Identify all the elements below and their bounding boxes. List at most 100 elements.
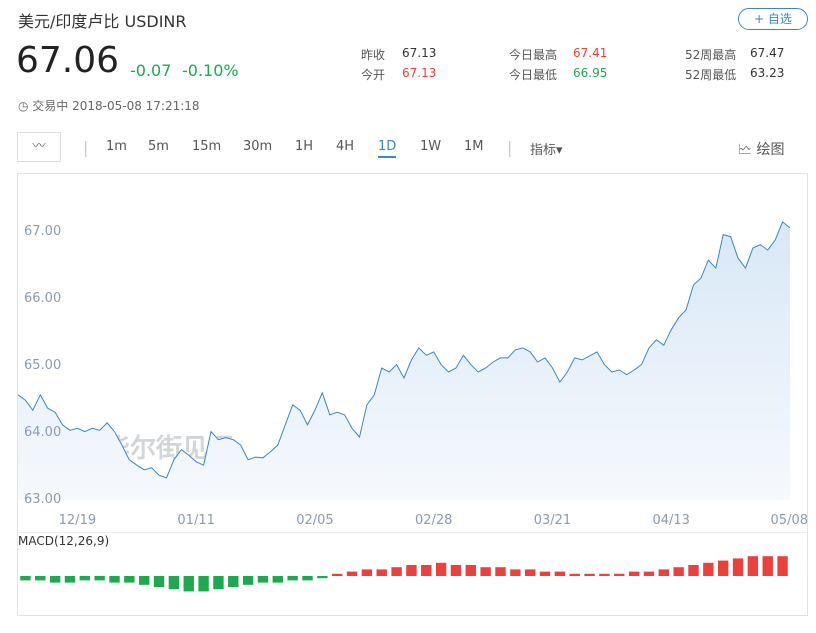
- watch-button[interactable]: + 自选: [738, 8, 808, 30]
- macd-bar: [703, 562, 714, 576]
- macd-bar: [732, 558, 744, 576]
- macd-bar: [435, 562, 447, 576]
- stat-value: 63.23: [750, 66, 785, 80]
- macd-bar: [20, 576, 31, 581]
- macd-bar: [109, 576, 120, 583]
- stat-label: 今开: [361, 68, 386, 82]
- title: 美元/印度卢比 USDINR: [18, 8, 187, 32]
- chart-frame: [17, 173, 808, 616]
- macd-bar: [124, 576, 135, 583]
- price: 67.06: [16, 40, 120, 81]
- macd-bar: [198, 576, 209, 592]
- period-button[interactable]: 1D: [378, 139, 397, 158]
- macd-bar: [153, 576, 165, 587]
- macd-bar: [628, 571, 640, 576]
- x-tick-label: 05/08: [771, 513, 808, 528]
- macd-bar: [539, 571, 551, 576]
- macd-bar: [465, 565, 477, 576]
- macd-bar: [495, 567, 506, 576]
- macd-bar: [213, 576, 224, 590]
- change: -0.07: [130, 61, 172, 80]
- pair-name: 美元/印度卢比: [18, 12, 120, 31]
- macd-bar: [421, 565, 432, 576]
- macd-bar: [287, 576, 298, 581]
- macd-bar: [242, 576, 254, 585]
- period-button[interactable]: 1m: [106, 139, 127, 154]
- period-button[interactable]: 4H: [336, 139, 355, 154]
- y-tick-label: 65.00: [24, 358, 61, 373]
- status-text: 交易中 2018-05-08 17:21:18: [32, 99, 200, 113]
- x-tick-label: 02/28: [415, 513, 452, 528]
- stat-value: 67.13: [402, 66, 437, 80]
- watermark-logo: [29, 438, 67, 476]
- stat-label: 52周最低: [685, 68, 737, 82]
- macd-bar: [168, 576, 180, 590]
- macd-title: MACD(12,26,9): [18, 534, 109, 548]
- macd-bar: [94, 576, 105, 581]
- change-pct: -0.10%: [182, 61, 239, 80]
- divider: |: [507, 138, 513, 157]
- macd-bar: [658, 569, 670, 576]
- macd-bar: [673, 567, 684, 576]
- macd-bar: [510, 569, 521, 576]
- period-button[interactable]: 15m: [192, 139, 222, 154]
- macd-bar: [524, 569, 536, 576]
- draw-label: 绘图: [756, 142, 785, 158]
- macd-bar: [450, 565, 462, 576]
- macd-bar: [747, 556, 759, 576]
- macd-bar: [35, 576, 46, 581]
- macd-bar: [569, 573, 580, 576]
- stat-label: 昨收: [361, 48, 386, 62]
- period-button[interactable]: 1M: [464, 139, 484, 154]
- macd-bar: [688, 565, 699, 576]
- period-button[interactable]: 30m: [243, 139, 273, 154]
- stat-value: 67.47: [750, 46, 785, 60]
- macd-bar: [272, 576, 284, 583]
- stat-value: 67.13: [402, 46, 437, 60]
- draw-button[interactable]: 🗠 绘图: [738, 142, 785, 158]
- macd-bar: [406, 565, 417, 576]
- indicator-menu[interactable]: 指标▾: [530, 143, 563, 158]
- macd-bar: [599, 573, 610, 576]
- watermark: 华尔街见闻: [104, 433, 234, 464]
- x-tick-label: 12/19: [59, 513, 96, 528]
- period-button[interactable]: 5m: [148, 139, 169, 154]
- area-fill: [18, 221, 790, 500]
- stat-label: 52周最高: [685, 48, 737, 62]
- macd-bar: [717, 560, 729, 576]
- macd-bar: [554, 571, 566, 576]
- x-tick-label: 01/11: [177, 513, 214, 528]
- symbol: USDINR: [124, 12, 187, 31]
- macd-bar: [584, 573, 595, 576]
- macd-bar: [762, 556, 773, 576]
- y-tick-label: 63.00: [24, 492, 61, 507]
- y-tick-label: 67.00: [24, 224, 61, 239]
- macd-bar: [376, 569, 387, 576]
- y-tick-label: 64.00: [24, 425, 61, 440]
- macd-bar: [302, 576, 313, 581]
- macd-bar: [138, 576, 150, 585]
- macd-bar: [317, 576, 328, 579]
- chart-type-button[interactable]: 〰: [17, 132, 61, 162]
- period-button[interactable]: 1H: [295, 139, 314, 154]
- macd-bar: [777, 556, 788, 576]
- price-line: [17, 221, 791, 479]
- macd-bar: [49, 576, 61, 583]
- indicator-label: 指标: [530, 143, 557, 158]
- divider: |: [83, 138, 89, 157]
- macd-bar: [346, 571, 358, 576]
- macd-bar: [228, 576, 239, 587]
- stat-label: 今日最高: [509, 48, 558, 62]
- x-tick-label: 04/13: [652, 513, 689, 528]
- macd-bar: [361, 569, 373, 576]
- macd-bar: [480, 567, 491, 576]
- macd-bar: [257, 576, 269, 583]
- x-tick-label: 02/05: [296, 513, 333, 528]
- period-button[interactable]: 1W: [420, 139, 442, 154]
- macd-bar: [79, 576, 91, 581]
- x-tick-label: 03/21: [534, 513, 571, 528]
- stat-label: 今日最低: [509, 68, 558, 82]
- y-tick-label: 66.00: [24, 291, 61, 306]
